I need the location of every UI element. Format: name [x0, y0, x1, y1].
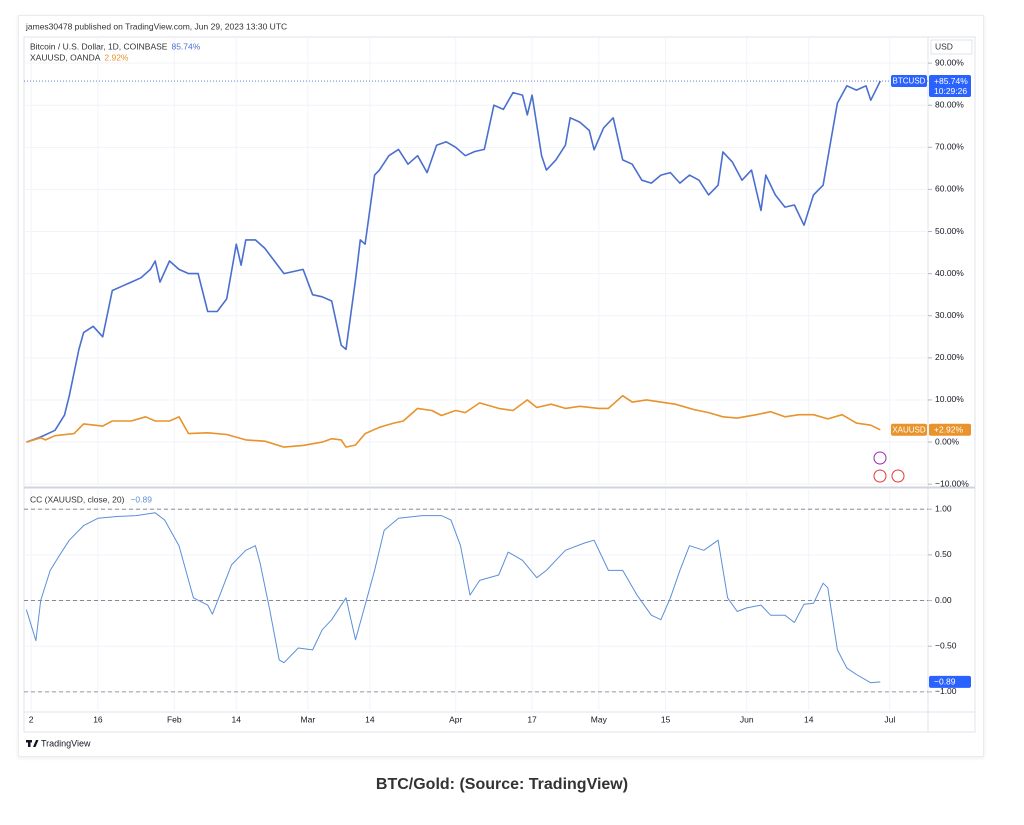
lines — [25, 80, 882, 684]
series-line — [26, 80, 882, 443]
x-tick-label: 2 — [29, 714, 34, 724]
value-badge — [929, 423, 971, 436]
logo-text: TradingView — [41, 738, 91, 748]
y-tick-label: 0.00 — [935, 595, 952, 605]
caption: BTC/Gold: (Source: TradingView) — [376, 776, 628, 793]
value-badge — [929, 75, 971, 98]
value-badge — [929, 675, 971, 688]
x-tick-label: May — [591, 714, 608, 724]
x-tick-label: 14 — [232, 714, 242, 724]
legend-name: XAUUSD, OANDA — [30, 52, 101, 62]
legend-value: 2.92% — [104, 52, 129, 62]
series-line — [26, 394, 881, 448]
x-tick-label: Jul — [884, 714, 895, 724]
y-tick-label: −0.50 — [935, 640, 957, 650]
y-tick-label: 10.00% — [935, 394, 964, 404]
series-badge-label: XAUUSD — [892, 425, 926, 434]
y-tick-label: 50.00% — [935, 226, 964, 236]
y-tick-label: 30.00% — [935, 310, 964, 320]
y-tick-label: 40.00% — [935, 268, 964, 278]
x-tick-label: 14 — [804, 714, 814, 724]
x-tick-label: Mar — [301, 714, 316, 724]
x-tick-label: Apr — [449, 714, 462, 724]
y-tick-label: 1.00 — [935, 503, 952, 513]
y-tick-label: 80.00% — [935, 99, 964, 109]
currency: USD — [935, 41, 953, 51]
labels: −10.00% 0.00% 10.00% 20.00% 30.00% 40.00% 50.0… — [29, 41, 971, 724]
value-badge-label: +2.92% — [934, 425, 964, 435]
byline: james30478 published on TradingView.com,… — [25, 21, 287, 31]
value-badge-label: +85.74% — [934, 76, 968, 86]
grid — [24, 37, 932, 712]
y-tick-label: −10.00% — [935, 478, 969, 488]
currency-box — [930, 39, 973, 55]
series-badge — [891, 423, 927, 436]
logo-icon — [26, 740, 39, 747]
x-tick-label: 17 — [527, 714, 537, 724]
y-tick-label: −1.00 — [935, 686, 957, 696]
y-tick-label: 0.50 — [935, 549, 952, 559]
x-tick-label: 16 — [93, 714, 103, 724]
legend-name: Bitcoin / U.S. Dollar, 1D, COINBASE — [30, 41, 168, 51]
x-tick-label: 15 — [661, 714, 671, 724]
legend-value: −0.89 — [130, 494, 152, 504]
y-tick-label: 0.00% — [935, 436, 960, 446]
event-icons — [873, 451, 905, 483]
y-tick-label: 90.00% — [935, 57, 964, 67]
indicator-title: CC (XAUUSD, close, 20) — [30, 494, 125, 504]
countdown: 10:29:26 — [934, 86, 967, 96]
x-tick-label: 14 — [365, 714, 375, 724]
series-badge-label: BTCUSD — [893, 77, 926, 86]
y-tick-label: 20.00% — [935, 352, 964, 362]
x-tick-label: Feb — [167, 714, 182, 724]
series-line — [25, 512, 881, 684]
value-badge-label: −0.89 — [934, 677, 956, 687]
series-badge — [891, 75, 927, 88]
y-tick-label: 60.00% — [935, 184, 964, 194]
y-tick-label: 70.00% — [935, 142, 964, 152]
legend-value: 85.74% — [171, 41, 200, 51]
x-tick-label: Jun — [740, 714, 754, 724]
chart-frame — [23, 36, 976, 733]
